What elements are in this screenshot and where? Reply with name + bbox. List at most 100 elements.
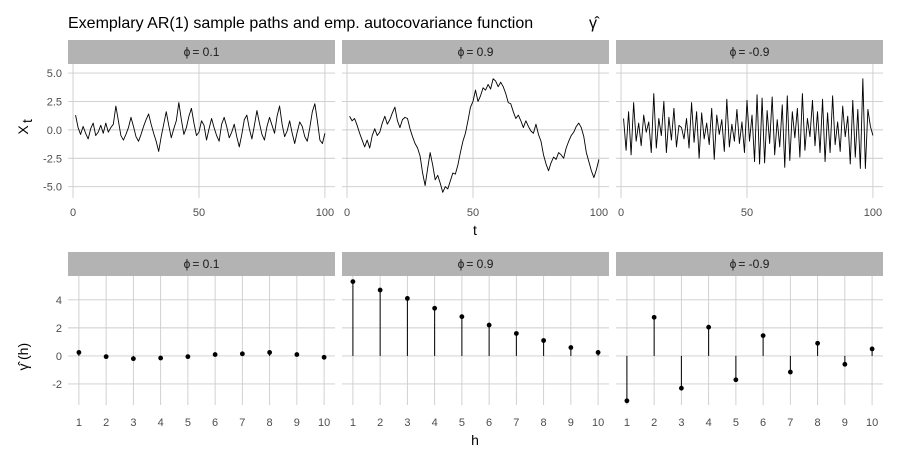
acf-point [760, 333, 766, 338]
x-tick-label: 9 [568, 417, 574, 429]
x-tick-label: 0 [70, 207, 76, 219]
acf-stems [350, 279, 601, 356]
x-tick-label: 6 [486, 417, 492, 429]
acf-point [294, 352, 300, 357]
sample-path-line [349, 78, 600, 193]
acf-point [239, 351, 245, 357]
sample-path-line [75, 102, 326, 152]
acf-point [486, 322, 492, 328]
bottom-y-axis-title: γ̂ (h) [15, 343, 31, 371]
x-tick-label: 10 [592, 417, 604, 429]
x-tick-label: 4 [706, 417, 712, 429]
y-tick-label: 0.0 [47, 125, 62, 137]
x-tick-label: 0 [344, 207, 350, 219]
y-tick-label: 2.5 [47, 96, 62, 108]
x-tick-label: 8 [541, 417, 547, 429]
acf-point [513, 331, 519, 336]
facet-strip-label: ϕ = -0.9 [730, 45, 770, 59]
facet-strip-label: ϕ = 0.1 [184, 45, 220, 59]
acf-point [350, 279, 356, 285]
facet-strip [342, 252, 609, 276]
facet-strip-label: ϕ = 0.1 [184, 257, 220, 271]
facet-strip-label: ϕ = 0.9 [458, 257, 494, 271]
acf-point [103, 354, 109, 360]
y-tick-label: 5.0 [47, 68, 62, 80]
x-tick-label: 50 [741, 207, 753, 219]
x-tick-label: 3 [130, 417, 136, 429]
x-tick-label: 4 [432, 417, 438, 429]
x-tick-label: 100 [316, 207, 334, 219]
y-tick-label: 0 [56, 351, 62, 363]
facet-strip-label: ϕ = 0.9 [458, 45, 494, 59]
bottom-y-axis-title-suffix: (h) [15, 343, 31, 360]
acf-point [787, 369, 793, 375]
gridlines [616, 64, 883, 198]
x-tick-label: 3 [404, 417, 410, 429]
acf-point [130, 356, 136, 362]
gridlines [68, 64, 335, 198]
acf-point [321, 354, 327, 360]
x-tick-label: 1 [350, 417, 356, 429]
acf-point [651, 314, 657, 320]
top-y-axis-title: X t [15, 119, 35, 135]
acf-point [678, 385, 684, 391]
y-tick-label: -5.0 [43, 182, 62, 194]
acf-point [815, 340, 821, 346]
acf-point [869, 346, 875, 352]
gridlines [342, 64, 609, 198]
sample-path-line [623, 78, 874, 169]
x-tick-label: 7 [787, 417, 793, 429]
top-panel-3: ϕ = -0.9 0 50 100 [616, 40, 883, 219]
acf-point [267, 350, 273, 355]
x-tick-label: 7 [239, 417, 245, 429]
x-tick-label: 3 [678, 417, 684, 429]
plot-title: Exemplary AR(1) sample paths and emp. au… [68, 15, 600, 32]
facet-strip-label: ϕ = -0.9 [730, 257, 770, 271]
x-tick-label: 6 [760, 417, 766, 429]
x-tick-label: 100 [864, 207, 882, 219]
x-tick-label: 4 [158, 417, 164, 429]
x-tick-label: 10 [866, 417, 878, 429]
acf-stems [624, 314, 875, 404]
x-tick-label: 5 [185, 417, 191, 429]
gridlines [68, 276, 335, 405]
bottom-y-axis-title-symbol: γ̂ [15, 361, 31, 371]
bottom-panel-2: ϕ = 0.9 1 2 3 4 5 6 7 8 9 10 [342, 252, 609, 429]
acf-point [624, 398, 630, 404]
acf-stems [76, 350, 327, 362]
facet-strip [616, 252, 883, 276]
acf-point [212, 352, 218, 357]
y-tick-label: 2 [56, 323, 62, 335]
acf-point [459, 314, 465, 320]
x-tick-label: 6 [212, 417, 218, 429]
facet-strip [616, 40, 883, 64]
x-tick-label: 9 [294, 417, 300, 429]
y-tick-label: 4 [56, 295, 62, 307]
x-tick-label: 2 [651, 417, 657, 429]
facet-strip [68, 40, 335, 64]
acf-point [158, 355, 164, 361]
y-tick-label: -2.5 [43, 153, 62, 165]
x-tick-label: 2 [377, 417, 383, 429]
top-y-axis-title-main: X [15, 125, 31, 135]
x-tick-label: 9 [842, 417, 848, 429]
acf-point [432, 305, 438, 311]
y-tick-label: -2 [52, 379, 62, 391]
facet-strip [342, 40, 609, 64]
bottom-x-axis-title: h [471, 432, 479, 448]
acf-point [377, 287, 383, 293]
x-tick-label: 8 [267, 417, 273, 429]
acf-point [733, 377, 739, 383]
acf-point [541, 338, 547, 343]
x-tick-label: 5 [459, 417, 465, 429]
x-tick-label: 5 [733, 417, 739, 429]
x-tick-label: 100 [590, 207, 608, 219]
x-tick-label: 8 [815, 417, 821, 429]
x-tick-label: 50 [467, 207, 479, 219]
x-tick-label: 0 [618, 207, 624, 219]
x-tick-label: 1 [76, 417, 82, 429]
acf-point [706, 324, 712, 330]
top-x-axis-title: t [473, 222, 477, 238]
